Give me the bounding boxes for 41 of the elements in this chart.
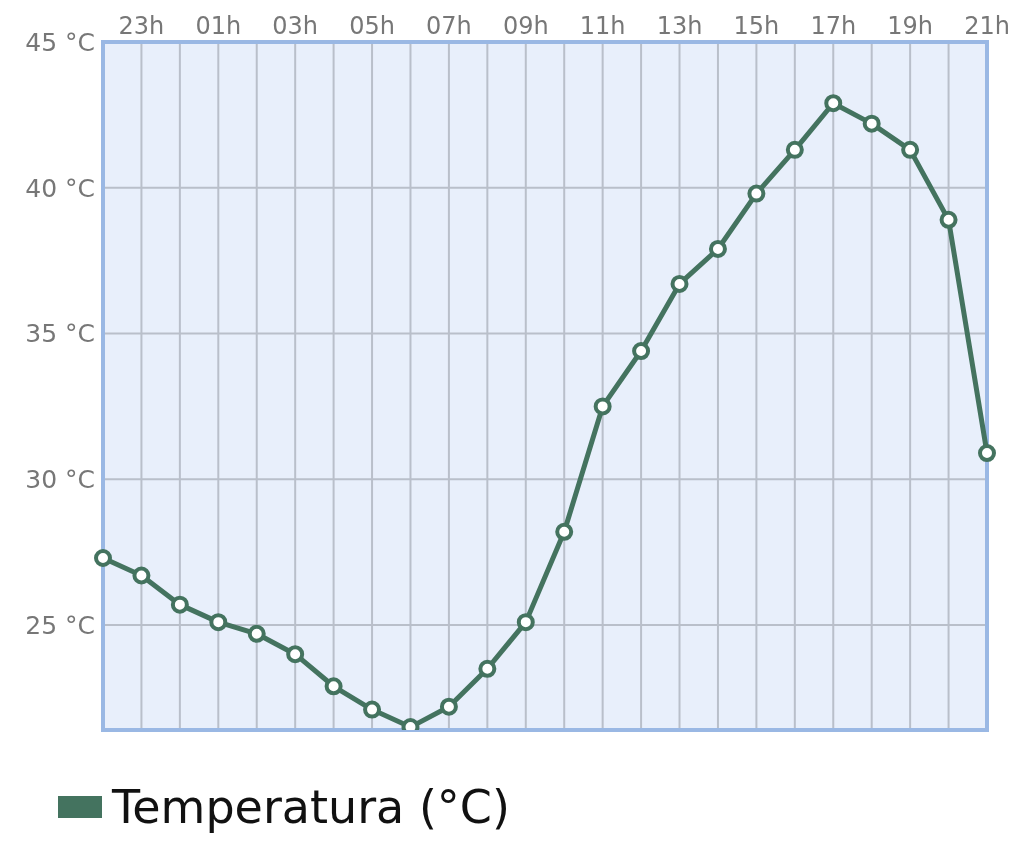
x-tick-label: 11h [579,12,626,40]
point [516,613,535,632]
point [478,659,497,678]
point [363,700,382,719]
point [978,444,996,463]
x-tick-label: 13h [656,12,703,40]
x-tick-label: 01h [195,12,242,40]
point [862,114,881,133]
legend-label: Temperatura (°C) [112,780,510,834]
x-tick-label: 03h [272,12,319,40]
point [708,239,727,258]
point [824,94,843,113]
point [94,549,112,567]
point [632,342,651,361]
point [132,566,151,585]
y-tick-label: 45 °C [25,27,95,57]
y-tick-label: 30 °C [25,465,95,495]
point [324,677,343,696]
point [670,274,689,293]
point [747,184,766,203]
point [209,613,228,632]
y-tick-label: 35 °C [25,319,95,349]
point [170,595,189,614]
y-tick-label: 40 °C [25,173,95,203]
x-tick-label: 15h [733,12,780,40]
x-tick-label: 07h [426,12,472,40]
x-tick-label: 09h [502,12,549,40]
point [785,140,804,159]
x-tick-label: 05h [349,12,395,40]
point [555,522,574,541]
point [939,210,958,229]
x-tick-label: 23h [118,12,165,40]
x-tick-label: 21h [964,12,1010,40]
point [901,140,920,159]
point [439,697,458,716]
point [286,645,305,664]
x-tick-label: 17h [810,12,857,40]
point [593,397,612,416]
x-tick-label: 19h [887,12,934,40]
y-tick-label: 25 °C [25,610,95,640]
point [247,624,266,643]
